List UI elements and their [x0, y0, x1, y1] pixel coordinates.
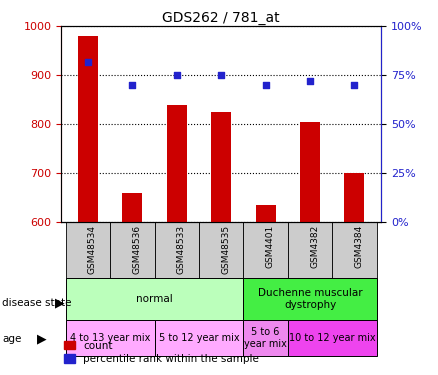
Point: [218, 72, 225, 78]
Text: 10 to 12 year mix: 10 to 12 year mix: [289, 333, 375, 343]
Legend: count, percentile rank within the sample: count, percentile rank within the sample: [62, 339, 261, 366]
Bar: [155, 222, 199, 278]
Bar: [199, 222, 244, 278]
Bar: [244, 222, 288, 278]
Text: disease state: disease state: [2, 298, 72, 308]
Bar: [66, 222, 110, 278]
Bar: [66, 320, 155, 356]
Point: [85, 58, 92, 64]
Bar: [78, 36, 98, 222]
Text: GSM48534: GSM48534: [88, 225, 97, 274]
Text: GSM4384: GSM4384: [354, 225, 364, 268]
Point: [173, 72, 180, 78]
Text: Duchenne muscular
dystrophy: Duchenne muscular dystrophy: [258, 288, 362, 310]
Text: normal: normal: [136, 294, 173, 304]
Text: 5 to 6
year mix: 5 to 6 year mix: [244, 327, 287, 349]
Text: 4 to 13 year mix: 4 to 13 year mix: [70, 333, 150, 343]
Text: ▶: ▶: [55, 297, 64, 309]
Bar: [167, 105, 187, 222]
Text: ▶: ▶: [37, 333, 47, 346]
Bar: [155, 320, 244, 356]
Point: [351, 82, 358, 88]
Bar: [332, 222, 377, 278]
Text: GSM4382: GSM4382: [310, 225, 319, 268]
Point: [262, 82, 269, 88]
Point: [129, 82, 136, 88]
Title: GDS262 / 781_at: GDS262 / 781_at: [162, 11, 280, 25]
Bar: [288, 222, 332, 278]
Text: 5 to 12 year mix: 5 to 12 year mix: [159, 333, 239, 343]
Bar: [122, 193, 142, 222]
Bar: [288, 320, 377, 356]
Bar: [110, 222, 155, 278]
Bar: [211, 112, 231, 222]
Bar: [66, 278, 244, 320]
Text: GSM48533: GSM48533: [177, 225, 186, 274]
Bar: [244, 278, 377, 320]
Text: GSM48535: GSM48535: [221, 225, 230, 274]
Text: GSM48536: GSM48536: [132, 225, 141, 274]
Point: [307, 78, 314, 84]
Bar: [256, 205, 276, 222]
Text: GSM4401: GSM4401: [265, 225, 275, 268]
Bar: [244, 320, 288, 356]
Text: age: age: [2, 334, 21, 344]
Bar: [300, 122, 320, 222]
Bar: [344, 173, 364, 222]
